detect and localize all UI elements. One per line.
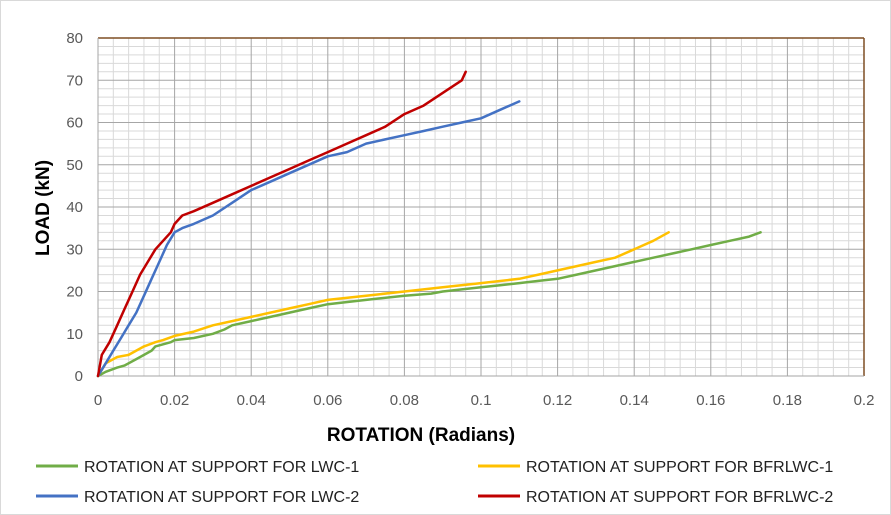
y-tick-label: 80 bbox=[66, 30, 83, 47]
series-line-bfrlwc-1 bbox=[96, 231, 670, 378]
x-axis-label: ROTATION (Radians) bbox=[327, 425, 515, 446]
y-tick-label: 70 bbox=[66, 72, 83, 89]
legend: ROTATION AT SUPPORT FOR LWC-1 ROTATION A… bbox=[36, 459, 833, 506]
x-tick-label: 0.06 bbox=[313, 392, 342, 409]
x-tick-label: 0.14 bbox=[620, 392, 649, 409]
x-tick-label: 0.2 bbox=[854, 392, 875, 409]
plot-border bbox=[97, 37, 865, 377]
x-axis-tick-labels: 0 0.02 0.04 0.06 0.08 0.1 0.12 0.14 0.16 0.18 0.2 bbox=[94, 392, 875, 409]
y-tick-label: 20 bbox=[66, 284, 83, 301]
x-tick-label: 0 bbox=[94, 392, 102, 409]
y-tick-label: 30 bbox=[66, 241, 83, 258]
series-line-bfrlwc-2 bbox=[96, 70, 467, 378]
y-tick-label: 40 bbox=[66, 199, 83, 216]
x-tick-label: 0.18 bbox=[773, 392, 802, 409]
x-tick-label: 0.16 bbox=[696, 392, 725, 409]
legend-label-lwc-2: ROTATION AT SUPPORT FOR LWC-2 bbox=[84, 489, 359, 506]
y-axis-label: LOAD (kN) bbox=[33, 160, 54, 256]
y-tick-label: 10 bbox=[66, 326, 83, 343]
x-tick-label: 0.12 bbox=[543, 392, 572, 409]
series-lines bbox=[96, 70, 762, 378]
x-tick-label: 0.1 bbox=[471, 392, 492, 409]
x-tick-label: 0.08 bbox=[390, 392, 419, 409]
x-tick-label: 0.04 bbox=[237, 392, 266, 409]
series-line-lwc-1 bbox=[96, 231, 762, 378]
x-tick-label: 0.02 bbox=[160, 392, 189, 409]
y-tick-label: 50 bbox=[66, 157, 83, 174]
legend-label-lwc-1: ROTATION AT SUPPORT FOR LWC-1 bbox=[84, 459, 359, 476]
legend-label-bfrlwc-2: ROTATION AT SUPPORT FOR BFRLWC-2 bbox=[526, 489, 833, 506]
y-tick-label: 60 bbox=[66, 115, 83, 132]
legend-label-bfrlwc-1: ROTATION AT SUPPORT FOR BFRLWC-1 bbox=[526, 459, 833, 476]
y-tick-label: 0 bbox=[75, 368, 83, 385]
series-line-lwc-2 bbox=[96, 100, 521, 378]
y-axis-tick-labels: 0 10 20 30 40 50 60 70 80 bbox=[66, 30, 83, 385]
